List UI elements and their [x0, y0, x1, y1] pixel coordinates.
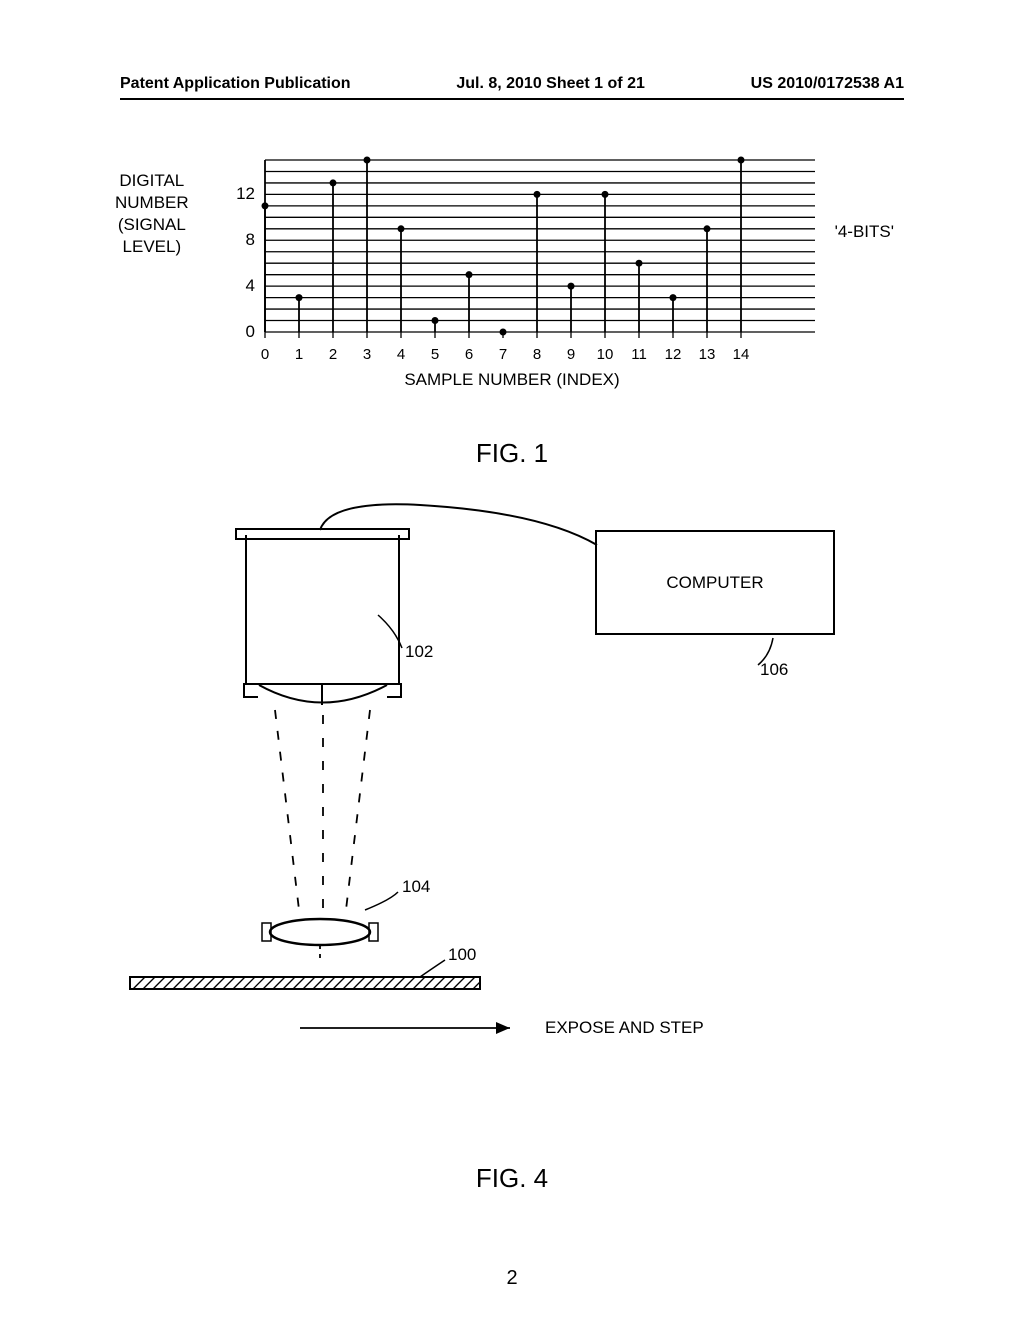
- substrate-hatch: [133, 977, 480, 989]
- x-tick-label: 6: [465, 346, 473, 363]
- header-underline: [120, 98, 904, 100]
- expose-step-label: EXPOSE AND STEP: [545, 1018, 704, 1038]
- ref-104: 104: [402, 877, 430, 897]
- x-tick-label: 7: [499, 346, 507, 363]
- fig1-caption: FIG. 1: [476, 438, 548, 469]
- x-tick-label: 2: [329, 346, 337, 363]
- optical-path-left: [275, 710, 300, 918]
- chart-svg: [265, 160, 825, 360]
- x-tick-label: 0: [261, 346, 269, 363]
- y-label-line3: (SIGNAL: [115, 214, 189, 236]
- page-number: 2: [506, 1267, 517, 1290]
- chart-plot-area: 0481201234567891011121314: [265, 160, 775, 340]
- x-tick-label: 5: [431, 346, 439, 363]
- fig4-diagram: COMPUTER: [0, 520, 1024, 1120]
- ref-102-leader: [378, 615, 402, 648]
- header-left: Patent Application Publication: [120, 75, 351, 93]
- header-center: Jul. 8, 2010 Sheet 1 of 21: [456, 75, 645, 93]
- page-header: Patent Application Publication Jul. 8, 2…: [0, 75, 1024, 93]
- x-tick-label: 11: [631, 346, 647, 363]
- y-tick-label: 0: [246, 322, 255, 342]
- y-label-line4: LEVEL): [115, 236, 189, 258]
- objective-lens: [270, 919, 370, 945]
- x-tick-label: 12: [665, 346, 682, 363]
- ref-100-leader: [420, 960, 445, 977]
- chart-annotation: '4-BITS': [835, 222, 894, 242]
- optical-path-right: [345, 710, 370, 918]
- ref-106: 106: [760, 660, 788, 680]
- x-tick-label: 14: [733, 346, 750, 363]
- y-label-line1: DIGITAL: [115, 170, 189, 192]
- x-tick-label: 1: [295, 346, 303, 363]
- ref-102: 102: [405, 642, 433, 662]
- x-tick-label: 9: [567, 346, 575, 363]
- expose-step-arrowhead: [496, 1022, 510, 1034]
- ref-100: 100: [448, 945, 476, 965]
- header-right: US 2010/0172538 A1: [751, 75, 904, 93]
- y-tick-label: 4: [246, 276, 255, 296]
- diagram-svg: [0, 520, 1024, 1140]
- y-axis-label: DIGITAL NUMBER (SIGNAL LEVEL): [115, 170, 189, 258]
- x-tick-label: 8: [533, 346, 541, 363]
- fig4-caption: FIG. 4: [476, 1163, 548, 1194]
- x-tick-label: 4: [397, 346, 405, 363]
- x-axis-label: SAMPLE NUMBER (INDEX): [404, 370, 619, 390]
- x-tick-label: 10: [597, 346, 614, 363]
- y-label-line2: NUMBER: [115, 192, 189, 214]
- x-tick-label: 13: [699, 346, 716, 363]
- y-tick-label: 8: [246, 230, 255, 250]
- ref-104-leader: [365, 892, 398, 910]
- cable: [320, 504, 597, 545]
- y-tick-label: 12: [236, 184, 255, 204]
- x-tick-label: 3: [363, 346, 371, 363]
